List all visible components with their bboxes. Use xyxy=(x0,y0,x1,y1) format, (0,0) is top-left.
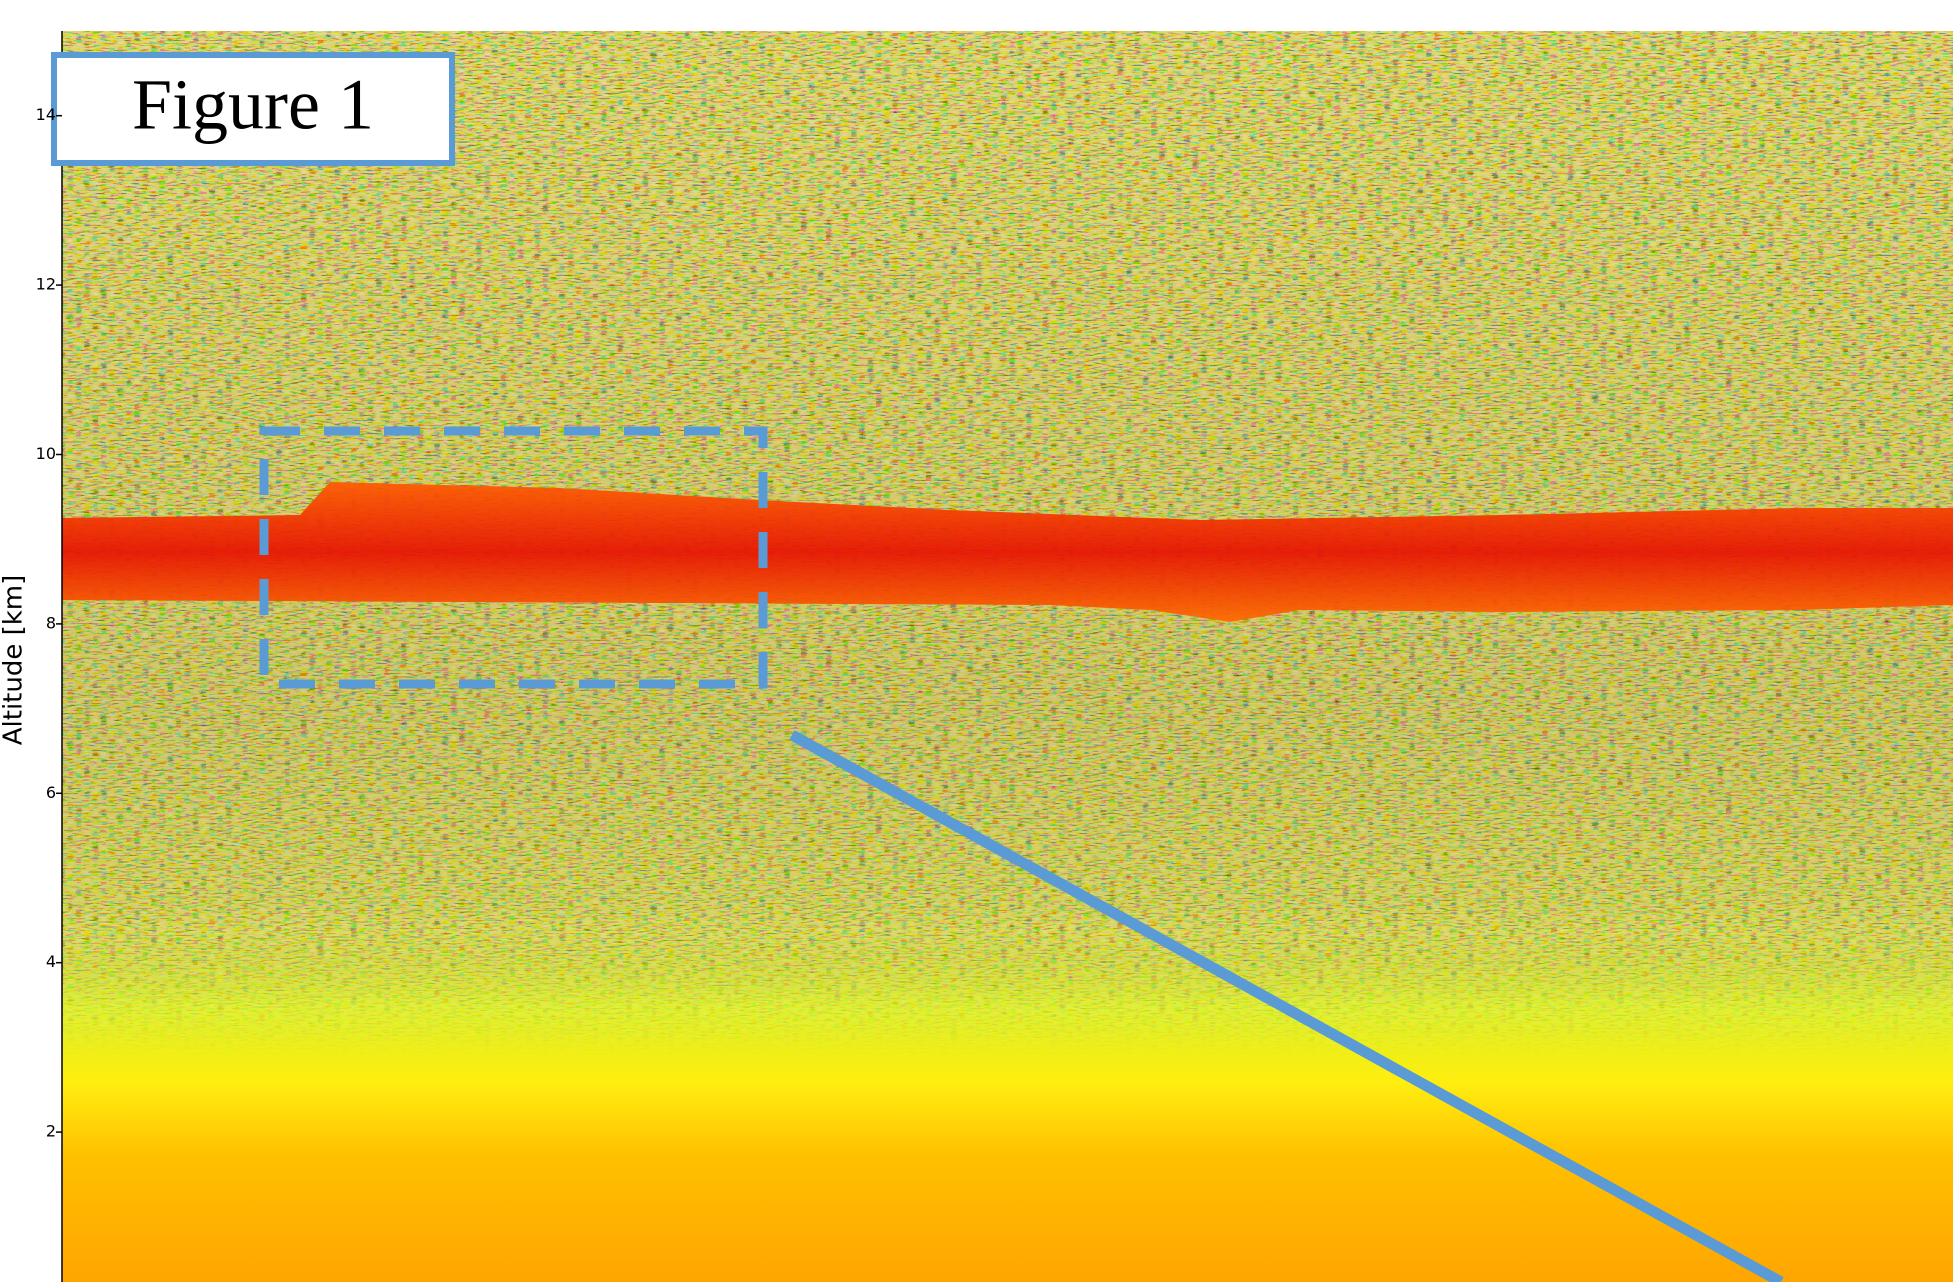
y-tick-label: 12 xyxy=(36,275,56,294)
y-tick-label: 2 xyxy=(46,1122,56,1141)
y-tick-label: 6 xyxy=(46,783,56,802)
body: Altitude [km] Figure 1 2468101214 (() =>… xyxy=(0,0,1953,1282)
noise-texture xyxy=(62,31,1953,1282)
chart: Altitude [km] Figure 1 2 4 6 8 10 12 14 xyxy=(0,0,1953,1282)
page: {"chart_data": {"type": "heatmap", "anno… xyxy=(0,0,1953,1282)
y-tick-label: 4 xyxy=(46,952,56,971)
y-tick-label: 10 xyxy=(36,444,56,463)
y-tick-label: 8 xyxy=(46,613,56,632)
y-tick-label: 14 xyxy=(36,105,56,124)
annotation: Figure 1 xyxy=(132,65,374,145)
y-axis-label: Altitude [km] xyxy=(0,575,29,746)
